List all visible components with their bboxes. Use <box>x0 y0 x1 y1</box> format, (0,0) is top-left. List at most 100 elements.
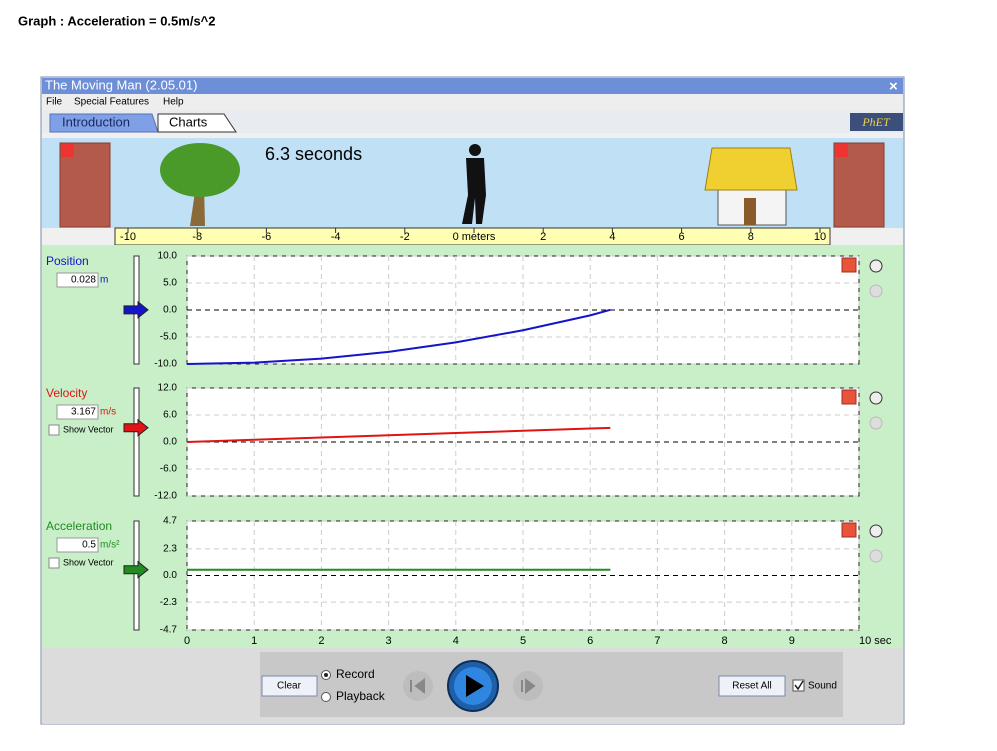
y-tick-label: 10.0 <box>158 251 178 262</box>
readout-unit: m/s <box>100 407 116 418</box>
y-tick-label: 12.0 <box>158 383 178 394</box>
sound-label[interactable]: Sound <box>808 681 837 692</box>
slider-arrow[interactable] <box>123 418 149 437</box>
record-radio-dot <box>324 673 328 677</box>
reset-button[interactable] <box>718 675 786 697</box>
title-bar <box>42 78 903 94</box>
y-tick-label: 6.0 <box>163 410 177 421</box>
tab-row <box>42 110 903 133</box>
logo-box <box>850 113 903 131</box>
sound-checkbox[interactable] <box>792 679 805 692</box>
slider-arrow[interactable] <box>123 560 149 579</box>
ruler-label: 10 <box>814 231 826 243</box>
house-roof <box>704 147 798 191</box>
y-tick-label: 0.0 <box>163 437 177 448</box>
zoom-in[interactable] <box>869 259 883 273</box>
zoom-in[interactable] <box>869 524 883 538</box>
house-door <box>744 198 756 225</box>
rewind-icon <box>410 678 425 694</box>
minimize-button[interactable] <box>841 522 857 538</box>
tab-charts-label[interactable]: Charts <box>169 114 208 129</box>
minimize-button[interactable] <box>841 257 857 273</box>
y-tick-label: 5.0 <box>163 278 177 289</box>
playback-label[interactable]: Playback <box>336 689 386 703</box>
right-wall-close[interactable] <box>835 144 848 157</box>
slider-arrow[interactable] <box>123 300 149 319</box>
zoom-out[interactable] <box>869 284 883 298</box>
y-tick-label: -4.7 <box>160 625 178 636</box>
record-label[interactable]: Record <box>336 667 375 681</box>
y-tick-label: -10.0 <box>154 359 177 370</box>
readout-unit: m <box>100 275 108 286</box>
readout[interactable]: 0.028 <box>71 275 96 286</box>
ruler-label: 8 <box>748 231 754 243</box>
y-tick-label: 0.0 <box>163 305 177 316</box>
x-tick-label: 6 <box>587 635 593 647</box>
x-tick-label: 4 <box>453 635 459 647</box>
y-tick-label: -6.0 <box>160 464 178 475</box>
readout-unit: m/s² <box>100 540 120 551</box>
menu-bar <box>42 94 903 110</box>
x-tick-label: 1 <box>251 635 257 647</box>
zoom-in[interactable] <box>869 391 883 405</box>
vector-label[interactable]: Show Vector <box>63 557 114 567</box>
logo: PhET <box>861 115 891 129</box>
ruler-label: 6 <box>679 231 685 243</box>
menu-file[interactable]: File <box>46 97 63 108</box>
x-tick-label: 0 <box>184 635 190 647</box>
x-tick-label: 10 sec <box>859 635 892 647</box>
man-body <box>462 158 486 224</box>
readout-box[interactable] <box>56 404 99 420</box>
clear-button[interactable] <box>261 675 318 697</box>
y-tick-label: -2.3 <box>160 597 178 608</box>
chart-title: Position <box>46 254 89 268</box>
ruler-label: -2 <box>400 231 410 243</box>
menu-help[interactable]: Help <box>163 97 184 108</box>
tab-charts[interactable] <box>157 113 237 133</box>
readout[interactable]: 3.167 <box>71 407 96 418</box>
menu-special[interactable]: Special Features <box>74 97 149 108</box>
tree-crown <box>160 143 240 197</box>
y-tick-label: -12.0 <box>154 491 177 502</box>
zoom-out[interactable] <box>869 549 883 563</box>
sound-check <box>794 680 804 691</box>
y-tick-label: 4.7 <box>163 516 177 527</box>
playback-radio[interactable] <box>321 692 331 702</box>
left-wall-close[interactable] <box>61 144 74 157</box>
close-button[interactable]: × <box>889 78 898 95</box>
readout[interactable]: 0.5 <box>82 540 96 551</box>
ruler-label: 4 <box>609 231 615 243</box>
slider-track <box>133 387 140 497</box>
readout-box[interactable] <box>56 272 99 288</box>
series-line <box>186 308 611 365</box>
zoom-out[interactable] <box>869 416 883 430</box>
series-line <box>186 426 611 443</box>
ruler-label: -4 <box>331 231 341 243</box>
vector-checkbox[interactable] <box>48 557 60 569</box>
tab-introduction[interactable] <box>49 113 159 133</box>
man-head <box>469 144 481 156</box>
readout-box[interactable] <box>56 537 99 553</box>
play-icon <box>466 675 484 697</box>
x-tick-label: 3 <box>386 635 392 647</box>
x-tick-label: 8 <box>722 635 728 647</box>
vector-checkbox[interactable] <box>48 424 60 436</box>
y-tick-label: -5.0 <box>160 332 178 343</box>
x-tick-label: 5 <box>520 635 526 647</box>
ruler-label: -8 <box>192 231 202 243</box>
ruler-label: 0 meters <box>453 231 496 243</box>
reset-label[interactable]: Reset All <box>732 681 771 692</box>
minimize-button[interactable] <box>841 389 857 405</box>
tab-introduction-label[interactable]: Introduction <box>62 114 130 129</box>
x-tick-label: 7 <box>654 635 660 647</box>
x-tick-label: 9 <box>789 635 795 647</box>
y-tick-label: 0.0 <box>163 570 177 581</box>
window-title: The Moving Man (2.05.01) <box>45 77 197 92</box>
vector-label[interactable]: Show Vector <box>63 424 114 434</box>
clear-label[interactable]: Clear <box>277 681 302 692</box>
ruler-label: -6 <box>262 231 272 243</box>
page-title: Graph : Acceleration = 0.5m/s^2 <box>18 13 216 28</box>
chart-title: Acceleration <box>46 519 112 533</box>
